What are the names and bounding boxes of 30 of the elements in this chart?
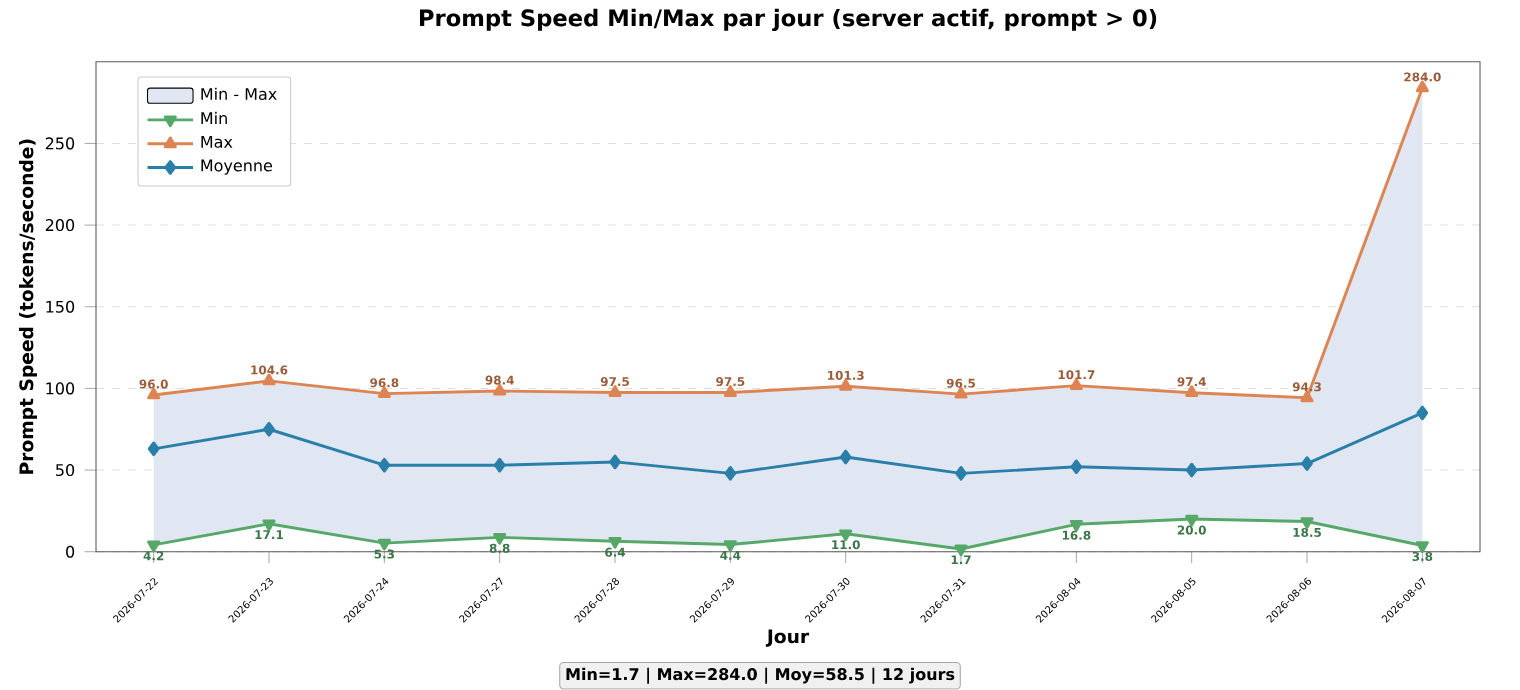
point bbox=[839, 449, 852, 465]
legend-label: Min bbox=[201, 111, 227, 125]
point bbox=[955, 466, 967, 481]
point bbox=[1070, 459, 1083, 475]
x-axis-title: Jour bbox=[765, 629, 810, 647]
point bbox=[1185, 462, 1198, 478]
point bbox=[263, 422, 275, 437]
point bbox=[1301, 456, 1313, 472]
point bbox=[723, 385, 737, 398]
y-axis-title: Prompt Speed (tokens/seconde) bbox=[18, 139, 38, 474]
point bbox=[1416, 405, 1429, 421]
point bbox=[609, 454, 621, 470]
point bbox=[147, 441, 160, 457]
chart-title: Prompt Speed Min/Max par jour (server actif, prompt > 0) bbox=[419, 9, 1157, 32]
y-tick-label: 150 bbox=[46, 300, 75, 313]
point bbox=[493, 457, 506, 473]
legend-label: Moyenne bbox=[201, 159, 273, 175]
point bbox=[724, 466, 737, 481]
y-tick-label: 0 bbox=[66, 545, 75, 558]
point bbox=[839, 379, 853, 391]
point bbox=[1300, 517, 1314, 529]
y-tick-label: 250 bbox=[45, 137, 75, 150]
y-tick-label: 50 bbox=[56, 464, 75, 477]
point bbox=[608, 385, 622, 398]
y-tick-label: 200 bbox=[45, 219, 75, 232]
point bbox=[378, 457, 391, 473]
legend-label: Min - Max bbox=[201, 87, 277, 101]
legend-label: Max bbox=[201, 136, 233, 148]
y-tick-label: 100 bbox=[46, 382, 75, 395]
text: Min=1.7 | Max=284.0 | Moy=58.5 | 12 jours bbox=[566, 667, 955, 684]
